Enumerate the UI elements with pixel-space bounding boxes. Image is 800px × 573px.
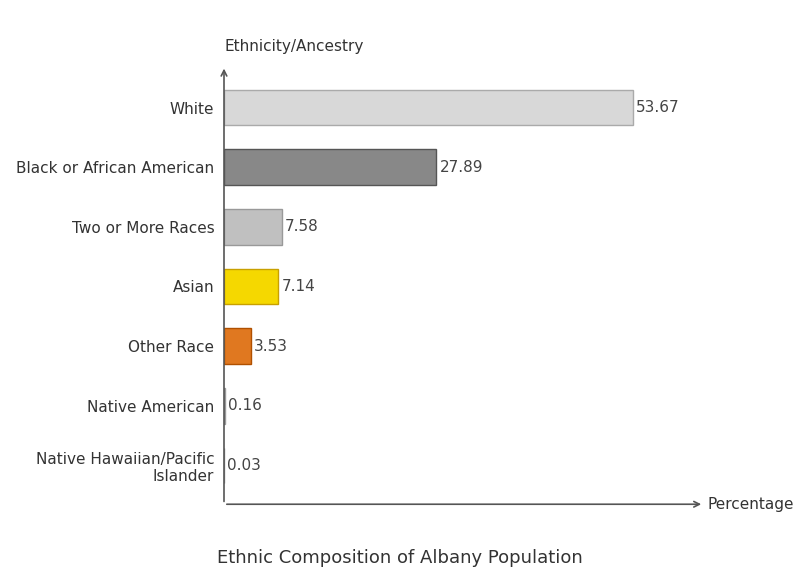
Text: Ethnic Composition of Albany Population: Ethnic Composition of Albany Population: [217, 550, 583, 567]
Text: 0.03: 0.03: [227, 458, 261, 473]
Text: 7.14: 7.14: [282, 279, 315, 294]
Text: 27.89: 27.89: [439, 160, 483, 175]
Text: 53.67: 53.67: [636, 100, 679, 115]
Bar: [224, 328, 251, 364]
Bar: [224, 269, 278, 304]
Bar: [224, 89, 633, 125]
Text: 3.53: 3.53: [254, 339, 288, 354]
Text: 7.58: 7.58: [285, 219, 318, 234]
Text: Percentage: Percentage: [708, 497, 794, 512]
Text: Ethnicity/Ancestry: Ethnicity/Ancestry: [224, 39, 363, 54]
Bar: [224, 150, 437, 185]
Bar: [224, 209, 282, 245]
Text: 0.16: 0.16: [228, 398, 262, 413]
Bar: [224, 388, 226, 423]
